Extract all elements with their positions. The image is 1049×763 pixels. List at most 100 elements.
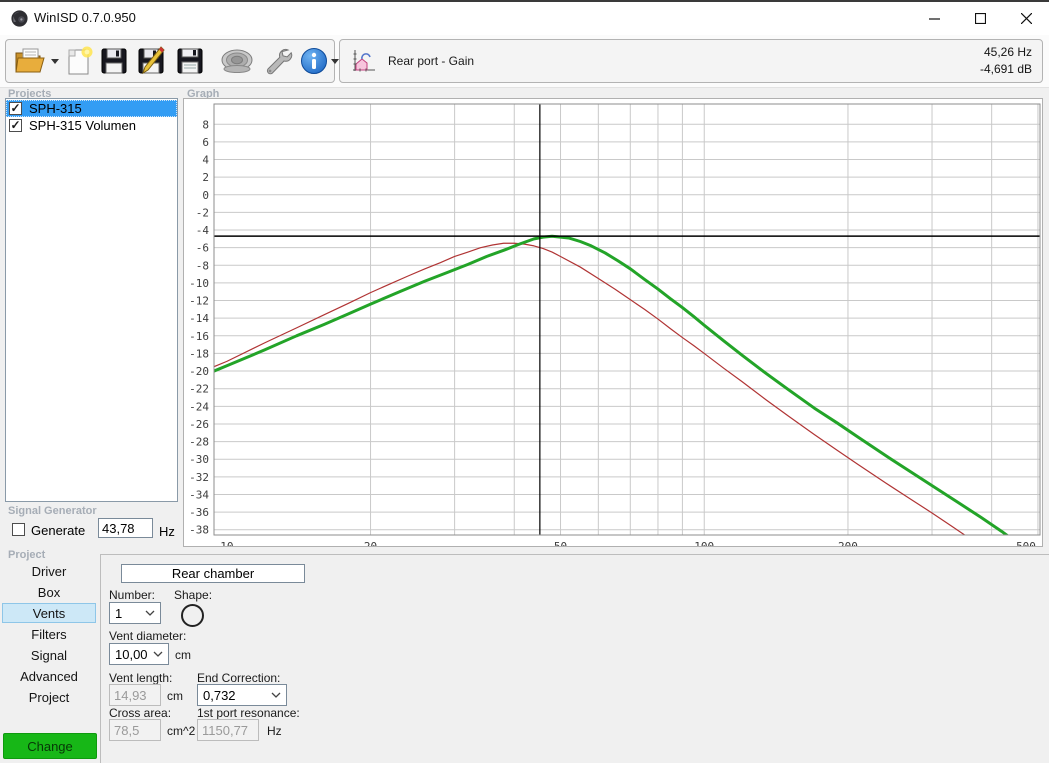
svg-text:-38: -38 xyxy=(189,524,209,537)
vents-form-panel: Number: 1 Shape: Vent diameter: 10,00 cm… xyxy=(100,554,1049,763)
graph-panel-label: Graph xyxy=(187,88,220,100)
svg-text:-10: -10 xyxy=(189,277,209,290)
cursor-level: -4,691 dB xyxy=(979,62,1032,76)
generate-label: Generate xyxy=(31,523,86,538)
window-controls xyxy=(911,2,1049,35)
close-icon xyxy=(1020,13,1032,24)
maximize-icon xyxy=(974,13,986,24)
svg-text:-4: -4 xyxy=(196,224,210,237)
close-button[interactable] xyxy=(1003,2,1049,35)
end-correction-value: 0,732 xyxy=(203,687,236,703)
save-as-icon xyxy=(177,48,203,74)
driver-editor-button[interactable] xyxy=(216,42,258,80)
project-nav-item-project[interactable]: Project xyxy=(28,690,70,705)
svg-text:-14: -14 xyxy=(189,312,209,325)
svg-text:-22: -22 xyxy=(189,383,209,396)
svg-text:500: 500 xyxy=(1016,540,1036,546)
options-button[interactable] xyxy=(258,42,296,80)
project-nav-item-signal[interactable]: Signal xyxy=(30,648,68,663)
svg-text:100: 100 xyxy=(694,540,714,546)
chevron-down-icon xyxy=(153,651,163,657)
project-panel-label: Project xyxy=(8,549,46,561)
chevron-down-icon xyxy=(271,692,281,698)
generator-frequency-input[interactable] xyxy=(98,518,153,538)
cursor-readout: 45,26 Hz -4,691 dB xyxy=(980,44,1034,78)
project-list-item[interactable]: SPH-315 xyxy=(6,100,177,117)
minimize-icon xyxy=(928,18,940,20)
shape-circle-icon[interactable] xyxy=(181,604,204,627)
signal-generator-row: Generate Hz xyxy=(0,516,180,546)
info-button[interactable] xyxy=(296,42,342,80)
project-nav-item-advanced[interactable]: Advanced xyxy=(20,669,78,684)
port-resonance-unit: Hz xyxy=(267,724,282,738)
window-title: WinISD 0.7.0.950 xyxy=(34,10,136,25)
svg-text:-2: -2 xyxy=(196,206,209,219)
info-icon xyxy=(301,48,327,74)
project-name: SPH-315 Volumen xyxy=(29,118,136,133)
project-checkbox[interactable] xyxy=(9,119,22,132)
save-as-button[interactable] xyxy=(172,42,208,80)
cross-area-input xyxy=(109,719,161,741)
svg-text:20: 20 xyxy=(364,540,377,546)
svg-text:8: 8 xyxy=(202,118,209,131)
graph-type-button[interactable] xyxy=(348,42,380,80)
save-icon xyxy=(101,48,127,74)
projects-panel-label: Projects xyxy=(8,88,52,100)
minimize-button[interactable] xyxy=(911,2,957,35)
svg-text:10: 10 xyxy=(220,540,233,546)
svg-text:-32: -32 xyxy=(189,471,209,484)
info-dropdown-arrow[interactable] xyxy=(331,58,339,64)
svg-text:-18: -18 xyxy=(189,347,209,360)
toolbar-file-group xyxy=(5,39,339,83)
app-icon xyxy=(11,10,28,27)
title-bar: WinISD 0.7.0.950 xyxy=(0,2,1049,35)
new-project-icon xyxy=(68,46,93,75)
svg-text:6: 6 xyxy=(202,136,209,149)
graph-selector-label[interactable]: Rear port - Gain xyxy=(388,54,475,68)
generate-checkbox[interactable] xyxy=(12,523,25,536)
svg-text:-8: -8 xyxy=(196,259,209,272)
svg-text:0: 0 xyxy=(202,189,209,202)
svg-text:-36: -36 xyxy=(189,506,209,519)
projects-list[interactable]: SPH-315 SPH-315 Volumen xyxy=(5,98,178,502)
generator-frequency-unit: Hz xyxy=(159,524,175,539)
graph-plot[interactable]: 86420-2-4-6-8-10-12-14-16-18-20-22-24-26… xyxy=(184,99,1042,553)
port-resonance-input xyxy=(197,719,259,741)
svg-text:4: 4 xyxy=(202,154,209,167)
svg-text:-20: -20 xyxy=(189,365,209,378)
chevron-down-icon xyxy=(145,610,155,616)
graph-type-icon xyxy=(353,50,375,72)
project-checkbox[interactable] xyxy=(9,102,22,115)
number-label: Number: xyxy=(109,588,156,602)
project-nav: Driver Box Vents Filters Signal Advanced Proje… xyxy=(0,560,98,708)
cursor-frequency: 45,26 Hz xyxy=(983,45,1032,59)
change-button[interactable]: Change xyxy=(3,733,97,759)
vent-diameter-label: Vent diameter: xyxy=(109,629,187,643)
vent-diameter-unit: cm xyxy=(175,648,191,662)
project-list-item[interactable]: SPH-315 Volumen xyxy=(6,117,177,134)
port-resonance-label: 1st port resonance: xyxy=(197,706,300,720)
project-nav-item-vents[interactable]: Vents xyxy=(2,603,96,623)
svg-text:-28: -28 xyxy=(189,436,209,449)
maximize-button[interactable] xyxy=(957,2,1003,35)
svg-text:-16: -16 xyxy=(189,330,209,343)
project-nav-item-box[interactable]: Box xyxy=(37,585,61,600)
project-nav-item-filters[interactable]: Filters xyxy=(31,627,67,642)
cross-area-unit: cm^2 xyxy=(167,724,196,738)
open-project-button[interactable] xyxy=(10,42,62,80)
save-edit-button[interactable] xyxy=(132,42,172,80)
vent-number-value: 1 xyxy=(115,605,123,621)
new-project-button[interactable] xyxy=(62,42,96,80)
driver-icon xyxy=(221,49,253,73)
graph-panel[interactable]: 8 6 4 2 0 -2 -4 -6 -8 -10 -12 -14 -16 -18 -20 -22 -24 -26… xyxy=(183,98,1043,553)
signal-generator-label: Signal Generator xyxy=(8,505,97,517)
chamber-name-input[interactable] xyxy=(121,564,305,583)
vent-number-combo[interactable]: 1 xyxy=(109,602,161,624)
end-correction-combo[interactable]: 0,732 xyxy=(197,684,287,706)
project-nav-item-driver[interactable]: Driver xyxy=(31,564,67,579)
svg-text:2: 2 xyxy=(202,171,209,184)
open-dropdown-arrow[interactable] xyxy=(51,58,59,64)
save-button[interactable] xyxy=(96,42,132,80)
vent-diameter-combo[interactable]: 10,00 xyxy=(109,643,169,665)
